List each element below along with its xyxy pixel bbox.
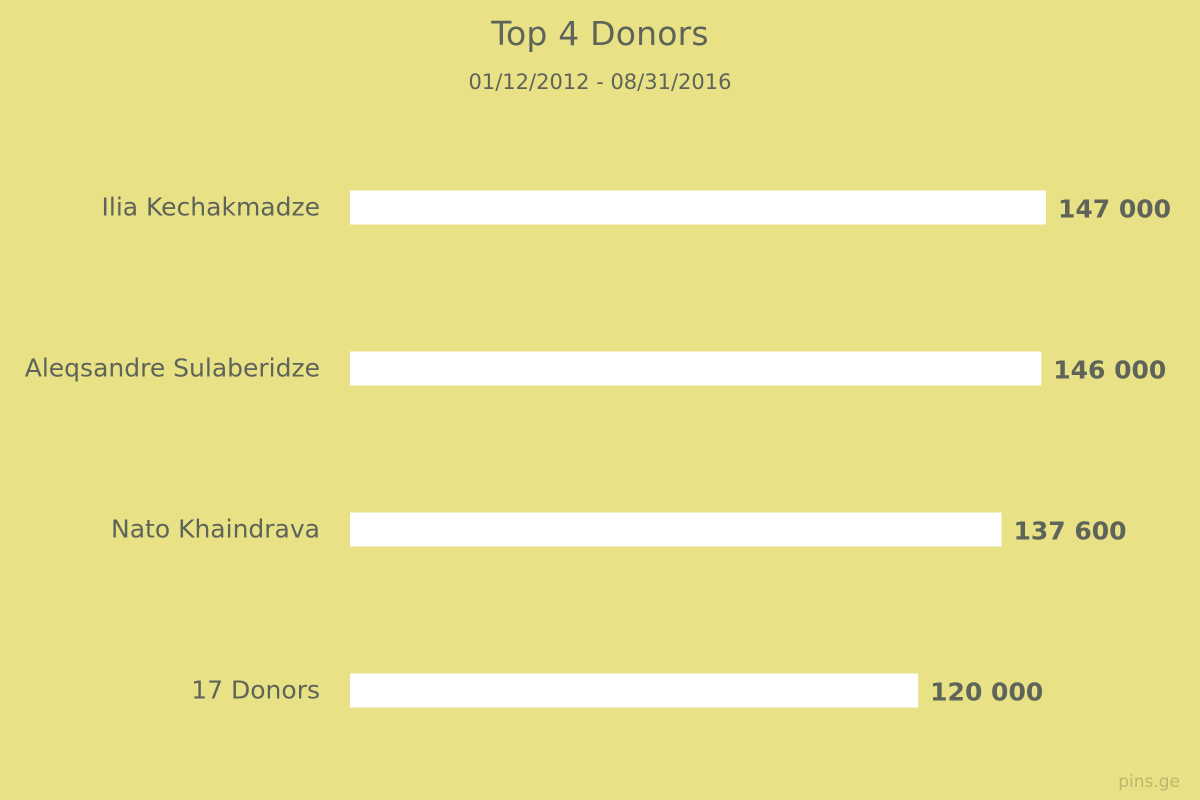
watermark-label: pins.ge: [1118, 772, 1180, 792]
chart-title: Top 4 Donors: [491, 14, 709, 53]
value-label-0: 147 000: [1058, 195, 1171, 224]
value-label-2: 137 600: [1013, 517, 1126, 546]
bar-0[interactable]: [350, 190, 1046, 225]
value-label-3: 120 000: [930, 678, 1043, 707]
bar-1[interactable]: [350, 351, 1042, 386]
category-label-1: Aleqsandre Sulaberidze: [25, 354, 320, 383]
category-label-3: 17 Donors: [191, 676, 320, 705]
bar-2[interactable]: [350, 512, 1002, 547]
bar-3[interactable]: [350, 673, 919, 708]
chart-subtitle: 01/12/2012 - 08/31/2016: [468, 70, 732, 94]
value-label-1: 146 000: [1053, 356, 1166, 385]
category-label-2: Nato Khaindrava: [111, 515, 320, 544]
category-label-0: Ilia Kechakmadze: [102, 193, 321, 222]
